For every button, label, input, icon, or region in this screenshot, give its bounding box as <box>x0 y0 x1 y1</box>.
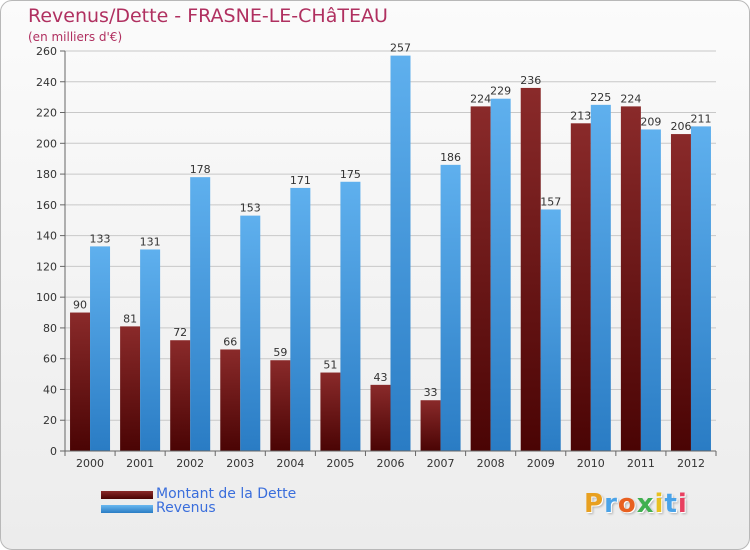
logo-letter: P <box>584 489 605 519</box>
y-tick-label: 120 <box>36 260 57 273</box>
y-tick-label: 240 <box>36 76 57 89</box>
bar-revenus <box>590 104 611 451</box>
data-label: 66 <box>223 335 237 348</box>
data-label: 81 <box>123 312 137 325</box>
x-tick-label: 2012 <box>677 457 705 470</box>
y-tick-label: 60 <box>43 353 57 366</box>
x-tick-label: 2006 <box>377 457 405 470</box>
data-label: 171 <box>290 174 311 187</box>
bar-debt <box>320 372 341 451</box>
bar-debt <box>420 400 441 451</box>
x-tick-label: 2009 <box>527 457 555 470</box>
y-tick-label: 180 <box>36 168 57 181</box>
bar-revenus <box>690 126 711 451</box>
data-label: 157 <box>540 195 561 208</box>
y-tick-label: 260 <box>36 45 57 58</box>
legend-swatch-revenus <box>101 505 153 513</box>
data-label: 211 <box>690 112 711 125</box>
x-tick-label: 2004 <box>276 457 304 470</box>
data-label: 43 <box>374 371 388 384</box>
x-tick-label: 2011 <box>627 457 655 470</box>
bar-debt <box>370 384 391 451</box>
data-label: 133 <box>90 232 111 245</box>
bar-debt <box>620 106 641 451</box>
data-label: 257 <box>390 42 411 55</box>
logo-letter: x <box>636 489 655 519</box>
x-tick-label: 2002 <box>176 457 204 470</box>
chart-title: Revenus/Dette - FRASNE-LE-CHâTEAU <box>28 5 388 27</box>
data-label: 225 <box>590 91 611 104</box>
logo-letter: i <box>654 489 665 519</box>
bar-revenus <box>640 129 661 451</box>
bar-debt <box>270 360 291 451</box>
x-tick-label: 2007 <box>427 457 455 470</box>
bar-revenus <box>140 249 161 451</box>
data-label: 51 <box>323 359 337 372</box>
y-tick-label: 80 <box>43 322 57 335</box>
y-tick-label: 220 <box>36 107 57 120</box>
bars-group <box>70 55 711 452</box>
logo-letter: t <box>664 489 678 519</box>
y-axis: 0 20 40 60 80 100 120 140 160 180 200 220 240 260 <box>36 45 66 458</box>
legend-swatch-debt <box>101 491 153 499</box>
bar-revenus <box>90 246 111 451</box>
data-label: 229 <box>490 85 511 98</box>
data-labels: 90 133 81 131 72 178 66 153 59 171 51 175 43 257 33 186… <box>73 42 711 400</box>
bar-debt <box>70 312 91 451</box>
bar-debt <box>670 134 691 452</box>
legend-label-debt: Montant de la Dette <box>156 486 297 502</box>
data-label: 236 <box>520 74 541 87</box>
y-tick-label: 200 <box>36 137 57 150</box>
data-label: 209 <box>640 115 661 128</box>
logo-letter: o <box>617 489 637 519</box>
bar-debt <box>120 326 141 451</box>
bar-revenus <box>540 209 561 451</box>
x-axis: 2000 2001 2002 2003 2004 2005 2006 2007 2008 2009… <box>64 450 717 470</box>
x-tick-label: 2003 <box>226 457 254 470</box>
y-tick-label: 160 <box>36 199 57 212</box>
proxiti-logo: Proxiti <box>584 489 688 519</box>
data-label: 153 <box>240 202 261 215</box>
y-tick-label: 0 <box>50 445 57 458</box>
chart-subtitle: (en milliers d'€) <box>28 30 123 44</box>
data-label: 224 <box>620 92 641 105</box>
data-label: 206 <box>670 120 691 133</box>
bar-revenus <box>290 187 311 451</box>
x-tick-label: 2008 <box>477 457 505 470</box>
logo-letter: r <box>604 489 618 519</box>
bar-debt <box>220 349 241 451</box>
data-label: 72 <box>173 326 187 339</box>
x-tick-label: 2001 <box>126 457 154 470</box>
legend-label-revenus: Revenus <box>156 500 216 516</box>
data-label: 213 <box>570 109 591 122</box>
bar-revenus <box>440 164 461 451</box>
bar-revenus <box>190 177 211 451</box>
x-tick-label: 2005 <box>326 457 354 470</box>
data-label: 59 <box>273 346 287 359</box>
bar-revenus <box>240 215 261 451</box>
y-tick-label: 140 <box>36 230 57 243</box>
data-label: 175 <box>340 168 361 181</box>
bar-debt <box>470 106 491 451</box>
data-label: 90 <box>73 299 87 312</box>
bar-revenus <box>390 55 411 451</box>
x-tick-label: 2000 <box>76 457 104 470</box>
y-tick-label: 20 <box>43 414 57 427</box>
data-label: 224 <box>470 92 491 105</box>
y-tick-label: 100 <box>36 291 57 304</box>
y-tick-label: 40 <box>43 383 57 396</box>
data-label: 178 <box>190 163 211 176</box>
x-tick-label: 2010 <box>577 457 605 470</box>
bar-debt <box>170 340 191 451</box>
bar-revenus <box>490 98 511 451</box>
bar-revenus <box>340 181 361 451</box>
bar-debt <box>570 123 591 452</box>
bar-debt <box>520 87 541 451</box>
data-label: 131 <box>140 235 161 248</box>
data-label: 33 <box>424 386 438 399</box>
data-label: 186 <box>440 151 461 164</box>
logo-letter: i <box>677 489 688 519</box>
